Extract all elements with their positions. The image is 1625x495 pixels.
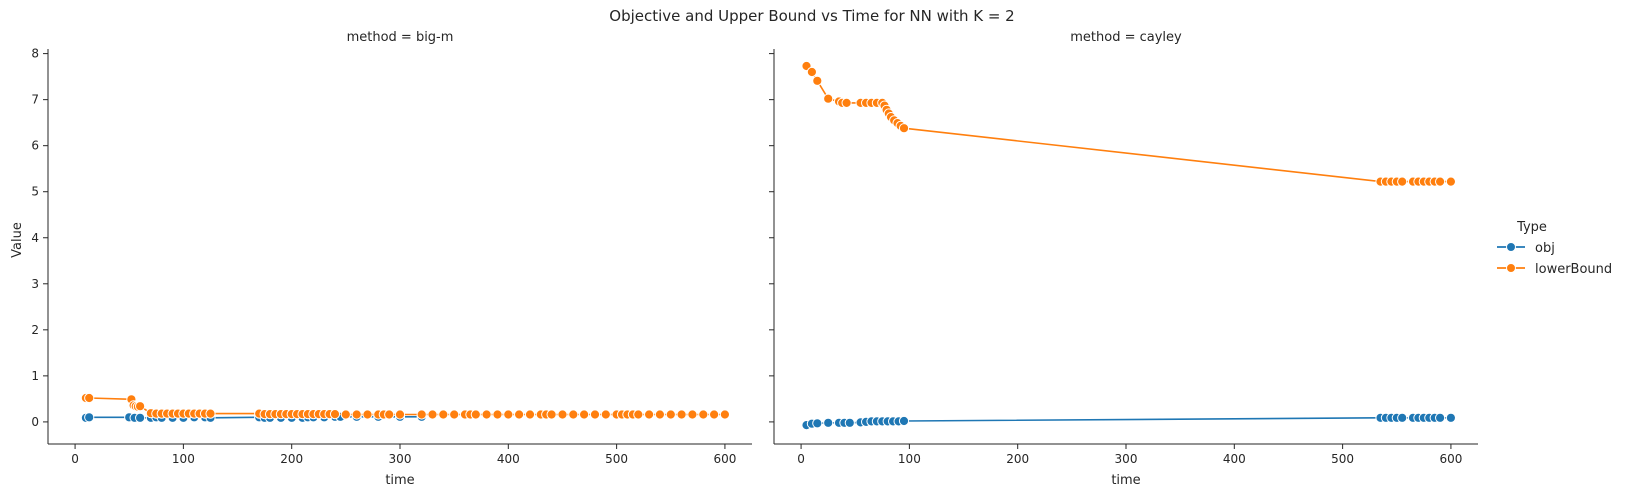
point-lowerbound-cayley: [1397, 176, 1408, 187]
point-lowerbound-cayley: [806, 66, 818, 78]
point-obj-cayley: [898, 415, 910, 427]
point-lowerbound-big-m: [340, 409, 351, 420]
point-lowerbound-big-m: [557, 409, 568, 420]
y-axis-label: Value: [10, 222, 25, 258]
x-tick-label-big-m-300: 300: [389, 452, 412, 466]
x-tick-label-cayley-100: 100: [898, 452, 921, 466]
point-lowerbound-big-m: [135, 401, 146, 412]
x-tick-label-big-m-100: 100: [172, 452, 195, 466]
point-lowerbound-big-m: [579, 409, 590, 420]
point-lowerbound-big-m: [709, 409, 720, 420]
point-lowerbound-big-m: [514, 409, 525, 420]
point-obj-cayley: [812, 418, 823, 429]
legend-title: Type: [1516, 220, 1547, 235]
x-axis-label-cayley: time: [1111, 473, 1140, 488]
series-group-cayley: [801, 60, 1457, 431]
y-tick-label-0: 0: [31, 415, 39, 429]
legend-label-lowerbound: lowerBound: [1535, 262, 1612, 277]
point-lowerbound-big-m: [698, 409, 709, 420]
panel-title-big-m: method = big-m: [347, 30, 454, 45]
series-group-big-m: [80, 392, 731, 423]
point-lowerbound-big-m: [394, 409, 406, 420]
y-tick-label-1: 1: [31, 369, 39, 383]
point-lowerbound-big-m: [362, 409, 373, 420]
point-lowerbound-cayley: [1445, 176, 1457, 187]
point-lowerbound-big-m: [351, 409, 362, 420]
point-lowerbound-cayley: [1435, 176, 1446, 187]
point-lowerbound-big-m: [665, 409, 676, 420]
point-lowerbound-big-m: [416, 409, 427, 420]
point-lowerbound-big-m: [205, 408, 216, 419]
point-obj-cayley: [1397, 412, 1408, 423]
point-lowerbound-big-m: [633, 409, 644, 420]
legend: Type obj lowerBound: [1497, 220, 1612, 277]
x-tick-label-big-m-600: 600: [713, 452, 736, 466]
point-obj-big-m: [135, 412, 146, 423]
point-lowerbound-big-m: [568, 409, 579, 420]
x-tick-label-big-m-500: 500: [605, 452, 628, 466]
point-obj-cayley: [1445, 412, 1457, 423]
point-lowerbound-big-m: [503, 409, 514, 420]
x-tick-label-cayley-500: 500: [1331, 452, 1354, 466]
y-tick-label-3: 3: [31, 277, 39, 291]
x-tick-label-big-m-200: 200: [280, 452, 303, 466]
point-lowerbound-big-m: [644, 409, 655, 420]
chart-title: Objective and Upper Bound vs Time for NN…: [609, 7, 1014, 25]
point-lowerbound-big-m: [687, 409, 698, 420]
legend-swatch-marker-obj: [1506, 242, 1516, 252]
x-tick-label-big-m-400: 400: [497, 452, 520, 466]
point-lowerbound-big-m: [492, 409, 503, 420]
y-tick-label-4: 4: [31, 231, 39, 245]
x-tick-label-big-m-0: 0: [71, 452, 79, 466]
x-axis-label-big-m: time: [385, 473, 414, 488]
point-lowerbound-cayley: [898, 123, 910, 134]
axis-ticks-cayley: 0 100 200 300 400 500 600: [769, 53, 1462, 466]
legend-label-obj: obj: [1535, 241, 1555, 256]
point-lowerbound-big-m: [329, 409, 341, 420]
axis-ticks-big-m: 0 100 200 300 400 500 600 0 1 2 3 4 5 6 7 8: [31, 47, 736, 466]
point-lowerbound-big-m: [676, 409, 687, 420]
point-lowerbound-big-m: [449, 409, 460, 420]
point-lowerbound-big-m: [654, 409, 666, 420]
panel-big-m: method = big-m time 0 100 200 300 400 500 6000…: [31, 30, 752, 488]
point-obj-cayley: [1435, 412, 1446, 423]
point-lowerbound-big-m: [524, 409, 536, 420]
legend-swatch-marker-lowerbound: [1506, 263, 1516, 273]
point-obj-cayley: [844, 417, 855, 428]
x-tick-label-cayley-0: 0: [797, 452, 805, 466]
point-lowerbound-big-m: [384, 409, 395, 420]
point-lowerbound-big-m: [438, 409, 449, 420]
point-lowerbound-cayley: [823, 93, 834, 104]
y-tick-label-8: 8: [31, 47, 39, 61]
x-tick-label-cayley-200: 200: [1006, 452, 1029, 466]
panel-cayley: method = cayley time 0 100 200 300 400 500 600: [769, 30, 1478, 488]
point-lowerbound-big-m: [600, 409, 611, 420]
panel-title-cayley: method = cayley: [1070, 30, 1182, 45]
y-tick-label-2: 2: [31, 323, 39, 337]
x-tick-label-cayley-300: 300: [1115, 452, 1138, 466]
y-tick-label-7: 7: [31, 93, 39, 107]
point-lowerbound-big-m: [481, 409, 492, 420]
point-obj-cayley: [823, 417, 834, 428]
y-tick-label-6: 6: [31, 139, 39, 153]
point-obj-big-m: [84, 412, 95, 423]
point-lowerbound-cayley: [812, 75, 823, 86]
point-lowerbound-big-m: [546, 409, 557, 420]
point-lowerbound-big-m: [719, 409, 731, 420]
x-tick-label-cayley-600: 600: [1439, 452, 1462, 466]
point-lowerbound-cayley: [841, 97, 852, 109]
point-lowerbound-big-m: [589, 409, 601, 420]
y-tick-label-5: 5: [31, 185, 39, 199]
x-tick-label-cayley-400: 400: [1223, 452, 1246, 466]
point-lowerbound-big-m: [84, 392, 95, 404]
point-lowerbound-big-m: [427, 409, 438, 420]
point-lowerbound-big-m: [470, 409, 481, 420]
